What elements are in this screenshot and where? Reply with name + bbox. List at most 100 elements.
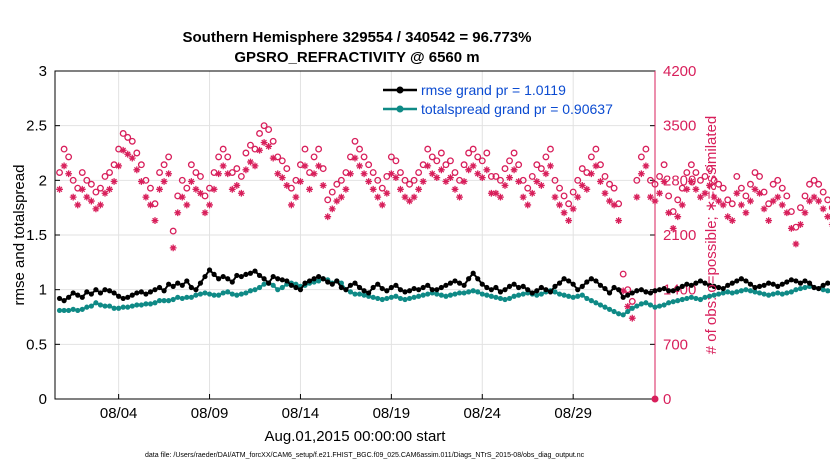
rmse-point	[393, 283, 398, 288]
rmse-point	[666, 288, 671, 293]
obs-assimilated-point	[515, 178, 522, 185]
rmse-point	[189, 285, 194, 290]
rmse-point	[443, 283, 448, 288]
obs-possible-point	[343, 170, 349, 176]
rmse-point	[798, 281, 803, 286]
obs-assimilated-point	[233, 182, 240, 189]
totalspread-point	[252, 287, 257, 292]
rmse-point	[216, 276, 221, 281]
x-tick-label: 08/29	[554, 405, 592, 422]
rmse-point	[261, 276, 266, 281]
obs-assimilated-point	[252, 163, 259, 170]
totalspread-point	[130, 303, 135, 308]
obs-assimilated-point	[565, 217, 572, 224]
totalspread-point	[261, 282, 266, 287]
rmse-point	[380, 286, 385, 291]
totalspread-point	[239, 291, 244, 296]
totalspread-point	[789, 289, 794, 294]
totalspread-point	[511, 294, 516, 299]
obs-assimilated-point	[611, 202, 618, 209]
obs-possible-point	[620, 271, 626, 277]
totalspread-point	[107, 303, 112, 308]
obs-assimilated-point	[729, 217, 736, 224]
left-tick-label: 1.5	[26, 227, 47, 244]
obs-possible-point	[434, 158, 440, 164]
rmse-point	[80, 295, 85, 300]
obs-possible-point	[370, 170, 376, 176]
rmse-point	[757, 284, 762, 289]
obs-possible-point	[775, 178, 781, 184]
totalspread-point	[557, 291, 562, 296]
totalspread-point	[393, 294, 398, 299]
obs-assimilated-point	[629, 315, 636, 322]
obs-assimilated-point	[152, 217, 159, 224]
obs-assimilated-point	[788, 225, 795, 232]
obs-assimilated-point	[543, 170, 550, 177]
obs-possible-point	[79, 170, 85, 176]
obs-possible-point	[461, 162, 467, 168]
obs-assimilated-point	[420, 178, 427, 185]
rmse-point	[689, 283, 694, 288]
x-tick-label: 08/14	[282, 405, 320, 422]
obs-assimilated-point	[665, 209, 672, 216]
obs-possible-point	[270, 138, 276, 144]
rmse-point	[271, 274, 276, 279]
right-tick-label: 3500	[663, 118, 696, 135]
obs-possible-point	[166, 154, 172, 160]
obs-assimilated-point	[529, 190, 536, 197]
totalspread-point	[757, 290, 762, 295]
obs-assimilated-point	[197, 190, 204, 197]
obs-possible-point	[689, 162, 695, 168]
rmse-point	[498, 289, 503, 294]
totalspread-point	[198, 291, 203, 296]
obs-assimilated-point	[670, 225, 677, 232]
obs-assimilated-point	[693, 186, 700, 193]
obs-assimilated-point	[774, 194, 781, 201]
obs-possible-point	[289, 185, 295, 191]
rmse-point	[598, 283, 603, 288]
totalspread-point	[234, 293, 239, 298]
obs-assimilated-point	[783, 209, 790, 216]
obs-assimilated-point	[165, 170, 172, 177]
obs-possible-point	[529, 174, 535, 180]
rmse-point	[98, 290, 103, 295]
obs-assimilated-point	[374, 194, 381, 201]
obs-assimilated-point	[511, 166, 518, 173]
obs-assimilated-point	[452, 186, 459, 193]
totalspread-point	[134, 302, 139, 307]
totalspread-point	[616, 311, 621, 316]
totalspread-point	[125, 305, 130, 310]
rmse-point	[389, 285, 394, 290]
totalspread-point	[157, 298, 162, 303]
obs-assimilated-point	[147, 202, 154, 209]
totalspread-point	[452, 291, 457, 296]
rmse-point	[552, 284, 557, 289]
rmse-point	[302, 281, 307, 286]
obs-possible-point	[239, 174, 245, 180]
totalspread-point	[671, 299, 676, 304]
obs-assimilated-point	[220, 163, 227, 170]
obs-assimilated-point	[383, 190, 390, 197]
totalspread-point	[602, 305, 607, 310]
totalspread-point	[93, 300, 98, 305]
totalspread-point	[380, 297, 385, 302]
obs-assimilated-point	[311, 170, 318, 177]
rmse-point	[543, 287, 548, 292]
rmse-point	[671, 288, 676, 293]
totalspread-point	[580, 293, 585, 298]
obs-assimilated-point	[74, 202, 81, 209]
totalspread-point	[357, 291, 362, 296]
rmse-point	[430, 287, 435, 292]
totalspread-point	[398, 296, 403, 301]
left-tick-label: 3	[39, 63, 47, 80]
rmse-point	[561, 276, 566, 281]
totalspread-point	[89, 303, 94, 308]
x-tick-label: 08/09	[191, 405, 229, 422]
totalspread-point	[143, 301, 148, 306]
obs-possible-point	[611, 185, 617, 191]
totalspread-point	[661, 302, 666, 307]
totalspread-point	[248, 288, 253, 293]
left-axis-label: rmse and totalspread	[11, 165, 28, 306]
totalspread-point	[693, 296, 698, 301]
totalspread-point	[152, 300, 157, 305]
